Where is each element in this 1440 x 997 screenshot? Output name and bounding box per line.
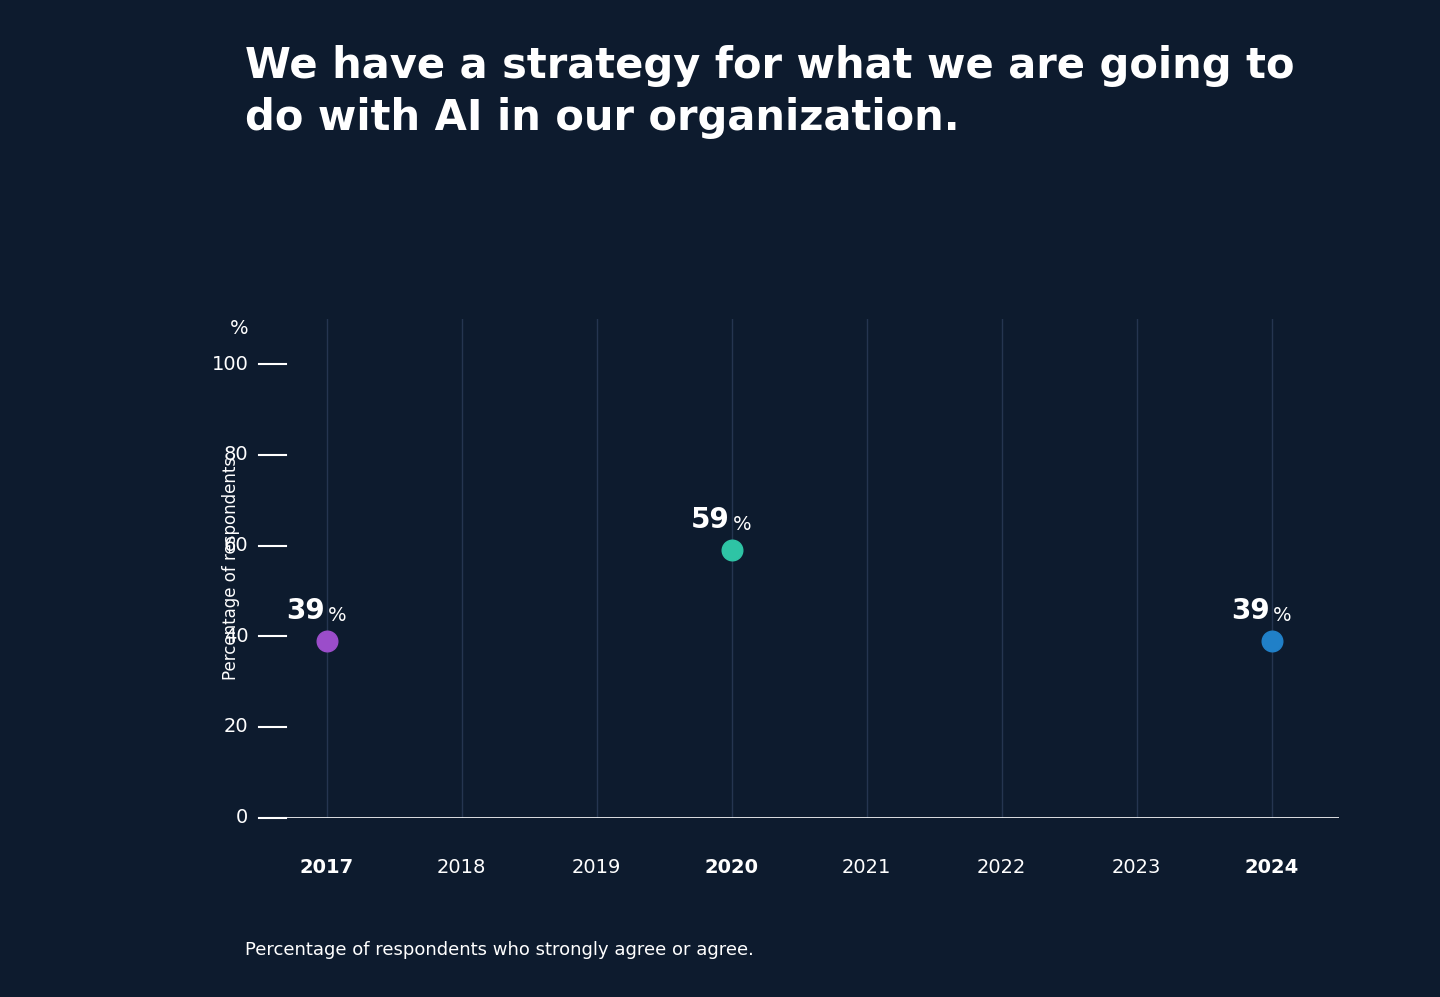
Text: 2017: 2017 <box>300 858 354 877</box>
Y-axis label: Percentage of respondents: Percentage of respondents <box>222 457 239 680</box>
Text: 80: 80 <box>223 446 249 465</box>
Text: Percentage of respondents who strongly agree or agree.: Percentage of respondents who strongly a… <box>245 941 753 959</box>
Text: 2020: 2020 <box>704 858 759 877</box>
Text: 60: 60 <box>223 536 249 555</box>
Text: 20: 20 <box>223 718 249 737</box>
Text: 0: 0 <box>236 808 249 828</box>
Text: 2022: 2022 <box>976 858 1027 877</box>
Text: %: % <box>733 515 752 534</box>
Text: 59: 59 <box>691 506 730 534</box>
Text: 100: 100 <box>212 355 249 374</box>
Text: 40: 40 <box>223 627 249 646</box>
Point <box>720 542 743 558</box>
Text: %: % <box>1273 606 1292 625</box>
Point <box>315 633 338 649</box>
Text: 2024: 2024 <box>1244 858 1299 877</box>
Text: 2018: 2018 <box>436 858 487 877</box>
Text: 2019: 2019 <box>572 858 622 877</box>
Text: We have a strategy for what we are going to
do with AI in our organization.: We have a strategy for what we are going… <box>245 45 1295 139</box>
Text: 2021: 2021 <box>842 858 891 877</box>
Text: %: % <box>230 319 249 338</box>
Text: 2023: 2023 <box>1112 858 1162 877</box>
Point <box>1260 633 1283 649</box>
Text: 39: 39 <box>1231 597 1270 625</box>
Text: %: % <box>328 606 347 625</box>
Text: 39: 39 <box>287 597 325 625</box>
